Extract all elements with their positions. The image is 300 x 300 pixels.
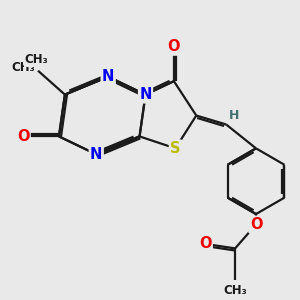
Text: N: N	[90, 147, 102, 162]
Text: O: O	[199, 236, 211, 251]
Text: S: S	[170, 141, 181, 156]
Text: CH₃: CH₃	[25, 53, 48, 66]
Text: N: N	[102, 69, 114, 84]
Text: O: O	[17, 129, 29, 144]
Text: O: O	[250, 217, 262, 232]
Text: H: H	[228, 109, 239, 122]
Text: CH₃: CH₃	[11, 61, 35, 74]
Text: N: N	[139, 87, 152, 102]
Text: O: O	[168, 39, 180, 54]
Text: CH₃: CH₃	[223, 284, 247, 297]
